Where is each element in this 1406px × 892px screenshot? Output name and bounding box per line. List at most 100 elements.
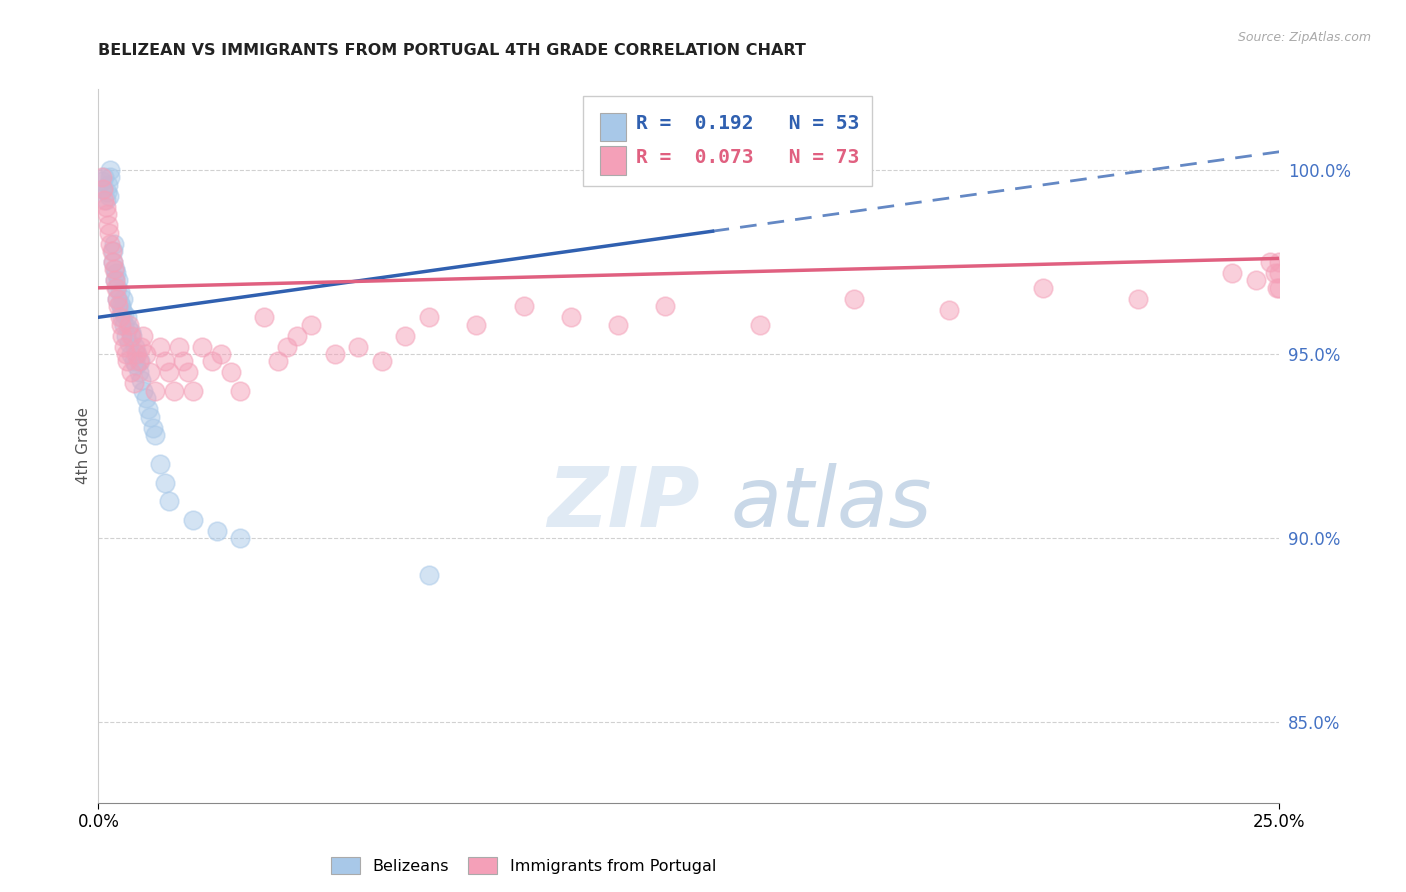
Point <box>347 340 370 354</box>
Point <box>127 347 149 361</box>
FancyBboxPatch shape <box>582 96 872 186</box>
Point <box>285 328 308 343</box>
Point <box>1126 292 1149 306</box>
Point <box>191 340 214 354</box>
Point <box>110 318 132 332</box>
Point <box>115 310 138 325</box>
Text: ZIP: ZIP <box>547 463 700 543</box>
Point <box>1220 266 1243 280</box>
Point <box>93 193 115 207</box>
Point <box>142 420 165 434</box>
Point <box>129 354 152 368</box>
Point <box>96 185 118 199</box>
Point <box>105 292 128 306</box>
Point <box>149 458 172 472</box>
Point <box>299 318 322 332</box>
Point <box>1265 281 1288 295</box>
Point <box>108 285 131 299</box>
Point <box>149 340 172 354</box>
Point <box>103 236 125 251</box>
Point <box>98 163 121 178</box>
Text: Source: ZipAtlas.com: Source: ZipAtlas.com <box>1237 31 1371 45</box>
Text: BELIZEAN VS IMMIGRANTS FROM PORTUGAL 4TH GRADE CORRELATION CHART: BELIZEAN VS IMMIGRANTS FROM PORTUGAL 4TH… <box>98 43 806 58</box>
Point <box>124 340 146 354</box>
Point <box>136 402 159 417</box>
Point <box>100 244 122 258</box>
Point <box>108 295 131 310</box>
Point <box>108 310 131 325</box>
Point <box>101 255 124 269</box>
FancyBboxPatch shape <box>600 112 626 141</box>
Point <box>205 524 228 538</box>
Legend: Belizeans, Immigrants from Portugal: Belizeans, Immigrants from Portugal <box>325 851 723 880</box>
Point <box>139 409 162 424</box>
Point <box>418 567 440 582</box>
Point <box>105 266 128 280</box>
Point <box>111 302 134 317</box>
Point <box>94 200 117 214</box>
Point <box>91 181 114 195</box>
Point <box>157 494 180 508</box>
Point <box>132 384 155 398</box>
Point <box>129 340 152 354</box>
Point <box>209 347 232 361</box>
Point <box>465 318 488 332</box>
Point <box>107 273 129 287</box>
Point <box>96 207 118 221</box>
Point <box>93 170 115 185</box>
Point <box>114 347 136 361</box>
Point <box>104 273 127 287</box>
Point <box>118 318 141 332</box>
Point <box>105 281 128 295</box>
Point <box>107 299 129 313</box>
Point <box>112 318 135 332</box>
Point <box>1264 266 1286 280</box>
Point <box>1244 273 1267 287</box>
FancyBboxPatch shape <box>600 146 626 175</box>
Y-axis label: 4th Grade: 4th Grade <box>76 408 91 484</box>
Text: R =  0.073   N = 73: R = 0.073 N = 73 <box>636 148 859 167</box>
Point <box>1258 255 1281 269</box>
Point <box>121 347 143 361</box>
Point <box>91 174 114 188</box>
Point <box>153 475 176 490</box>
Point <box>98 170 121 185</box>
Point <box>512 299 534 313</box>
Point <box>110 299 132 313</box>
Point <box>229 531 252 545</box>
Point <box>607 318 630 332</box>
Point <box>177 366 200 380</box>
Point <box>172 354 194 368</box>
Point <box>143 428 166 442</box>
Point <box>371 354 394 368</box>
Point <box>101 255 124 269</box>
Point <box>1268 266 1291 280</box>
Point <box>132 328 155 343</box>
Point <box>135 347 157 361</box>
Point <box>105 281 128 295</box>
Point <box>1032 281 1054 295</box>
Point <box>97 226 120 240</box>
Text: atlas: atlas <box>730 463 932 543</box>
Point <box>181 512 204 526</box>
Point <box>229 384 252 398</box>
Point <box>91 170 114 185</box>
Point <box>97 178 120 192</box>
Point <box>97 219 120 233</box>
Point <box>201 354 224 368</box>
Point <box>748 318 770 332</box>
Point <box>114 328 136 343</box>
Point <box>128 366 150 380</box>
Point <box>112 307 135 321</box>
Point <box>103 262 125 277</box>
Point <box>117 321 139 335</box>
Point <box>1267 255 1289 269</box>
Point <box>143 384 166 398</box>
Point <box>98 236 121 251</box>
Point <box>112 340 135 354</box>
Point <box>121 328 143 343</box>
Point <box>167 340 190 354</box>
Point <box>253 310 276 325</box>
Point <box>938 302 960 317</box>
Point <box>128 354 150 368</box>
